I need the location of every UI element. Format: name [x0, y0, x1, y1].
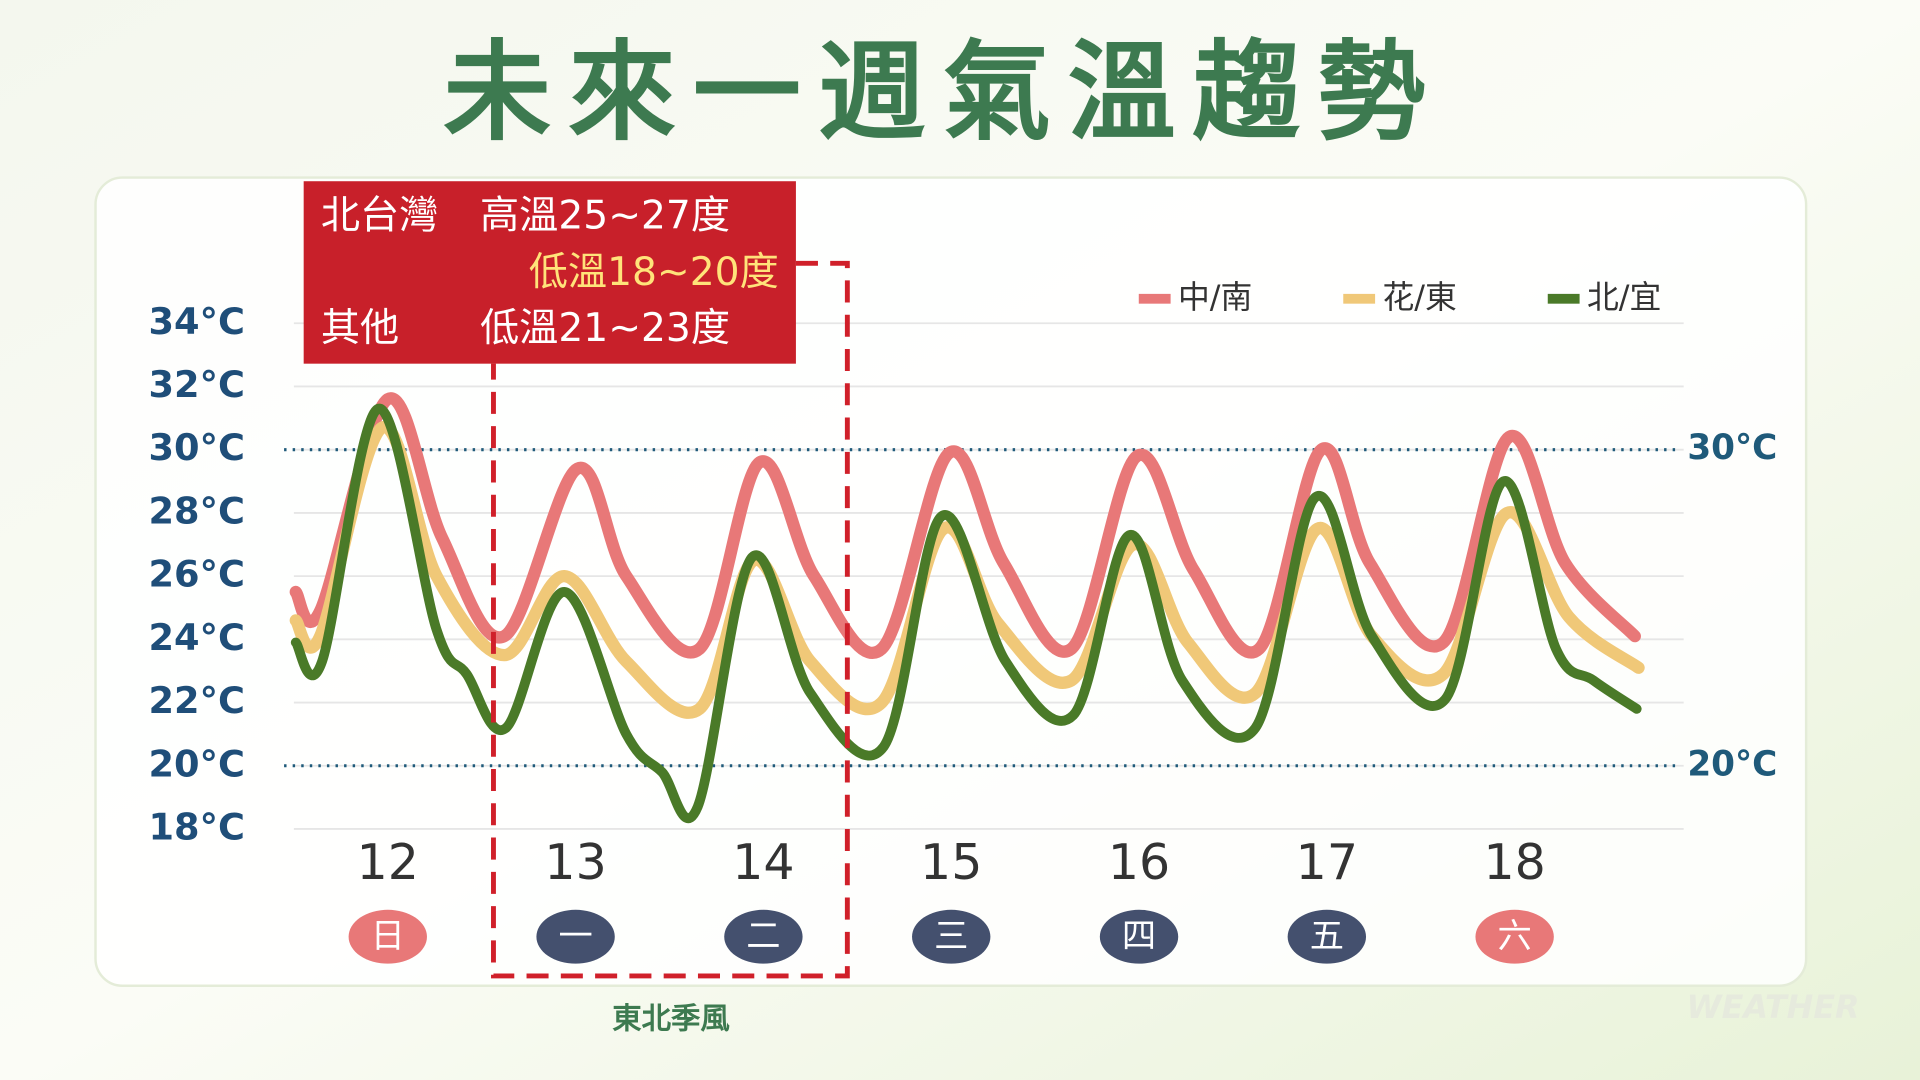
x-tick-label: 15 — [920, 834, 982, 891]
highlight-box — [491, 260, 850, 979]
weekday-badge — [724, 909, 803, 964]
x-tick-label: 16 — [1108, 834, 1170, 891]
y-tick-label: 22°C — [148, 679, 244, 722]
legend-swatch — [1138, 293, 1171, 304]
y-tick-label: 30°C — [148, 426, 244, 469]
x-tick-label: 18 — [1483, 834, 1545, 891]
weekday-label: 一 — [558, 916, 592, 956]
legend-label: 北/宜 — [1587, 278, 1661, 316]
weekday-badge — [1475, 909, 1554, 964]
plot-area: 18°C 20°C 22°C 24°C 26°C 28°C 30°C 32°C 34°C 30°C… — [148, 278, 1777, 964]
annotation-region: 北台灣 — [321, 193, 439, 238]
x-tick-label: 14 — [732, 834, 794, 891]
weekday-label: 六 — [1498, 916, 1532, 956]
watermark: WEATHER — [1687, 988, 1860, 1026]
weekday-label: 四 — [1122, 916, 1156, 956]
y-tick-label: 24°C — [148, 616, 244, 659]
weekday-label: 二 — [746, 916, 780, 956]
annotation-text: 高溫25~27度 — [480, 193, 730, 238]
weekday-badge — [1287, 909, 1367, 964]
annotation-box — [303, 181, 796, 364]
highlight-label: 東北季風 — [612, 1002, 730, 1036]
y-tick-label: 32°C — [148, 363, 244, 406]
weekday-badge — [536, 909, 615, 964]
legend-swatch — [1547, 293, 1580, 304]
x-tick-label: 12 — [357, 834, 419, 891]
weekday-label: 日 — [371, 916, 405, 956]
reference-label: 20°C — [1687, 744, 1777, 784]
reference-label: 30°C — [1687, 428, 1777, 468]
weekday-label: 五 — [1310, 916, 1344, 956]
y-tick-label: 18°C — [148, 805, 244, 848]
y-tick-label: 20°C — [148, 742, 244, 785]
annotation-text: 低溫18~20度 — [529, 250, 779, 295]
legend-label: 花/東 — [1382, 278, 1456, 316]
y-tick-label: 26°C — [148, 553, 244, 596]
weekday-badge — [348, 909, 427, 964]
chart-title: 未來一週氣溫趨勢 — [443, 31, 1442, 156]
x-tick-label: 17 — [1296, 834, 1358, 891]
y-tick-label: 28°C — [148, 489, 244, 532]
x-tick-label: 13 — [544, 834, 606, 891]
series-line — [289, 392, 1641, 659]
annotation-region: 其他 — [321, 306, 399, 351]
legend-swatch — [1343, 293, 1376, 304]
weekday-label: 三 — [934, 916, 968, 956]
y-tick-label: 34°C — [148, 300, 244, 343]
annotation-text: 低溫21~23度 — [480, 306, 730, 351]
weekday-badge — [1099, 909, 1179, 964]
legend-label: 中/南 — [1178, 278, 1252, 316]
series-line — [290, 403, 1642, 823]
weekday-badge — [912, 909, 991, 964]
panel — [94, 176, 1808, 987]
